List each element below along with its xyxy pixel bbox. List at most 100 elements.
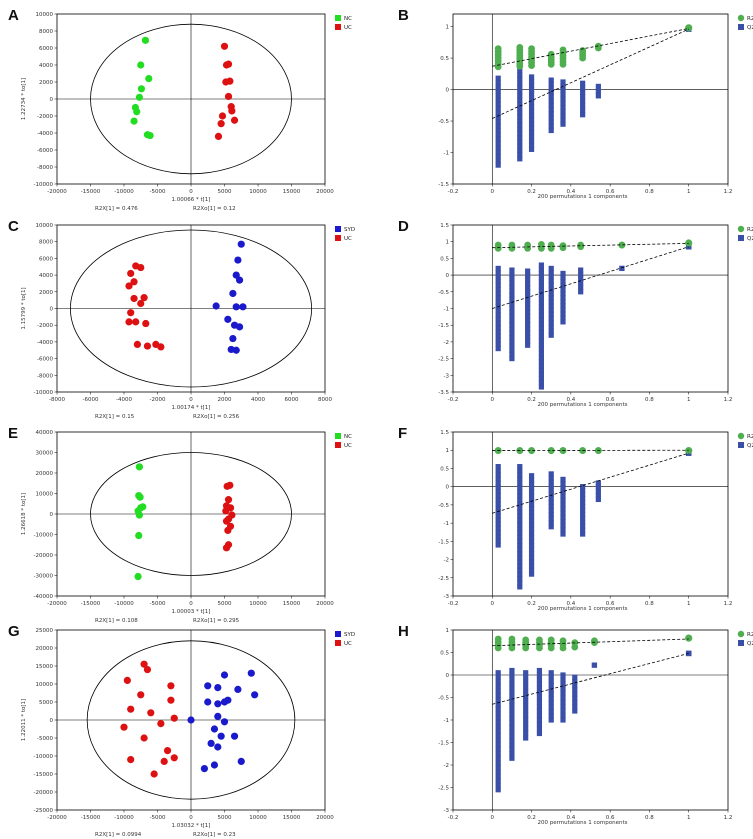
q2-point	[538, 359, 544, 365]
score-point-uc	[137, 691, 145, 699]
y-tick-label: 0	[50, 512, 54, 518]
q2-point	[495, 136, 501, 142]
x-tick-label: -20000	[47, 815, 67, 821]
q2-point	[595, 88, 601, 94]
q2-point	[495, 509, 501, 515]
x-axis-title: 200 permutations 1 components	[537, 820, 627, 826]
q2-point	[560, 502, 566, 508]
q2-point	[572, 704, 578, 710]
q2-point	[495, 162, 501, 168]
x-axis-title: 200 permutations 1 components	[537, 606, 627, 612]
q2-point	[509, 288, 515, 294]
score-point-uc	[226, 77, 234, 85]
q2-point	[548, 278, 554, 284]
score-point-nc	[136, 493, 144, 501]
y-tick-label: 1	[446, 448, 450, 454]
q2-point	[525, 326, 531, 332]
q2-point	[538, 283, 544, 289]
q2-point	[536, 681, 543, 687]
q2-point	[572, 674, 578, 680]
q2-original	[685, 650, 692, 657]
q2-point	[538, 291, 544, 298]
q2-point	[580, 531, 586, 537]
q2-point	[548, 77, 554, 83]
score-point-uc	[143, 666, 152, 674]
q2-point	[528, 493, 535, 499]
q2-point	[528, 121, 535, 127]
score-point-uc	[120, 723, 128, 731]
x-tick-label: -20000	[47, 601, 67, 607]
legend-swatch-q2	[738, 235, 744, 241]
stat-r2xo: R2Xo[1] = 0.23	[193, 832, 236, 838]
x-tick-label: -5000	[150, 601, 166, 607]
q2-point	[495, 733, 501, 739]
x-tick-label: 10000	[249, 601, 267, 607]
y-tick-label: 6000	[39, 256, 53, 262]
q2-point	[560, 497, 566, 504]
q2-point	[548, 475, 554, 481]
q2-point	[495, 728, 501, 734]
score-point-syd	[210, 761, 219, 769]
q2-point	[548, 90, 554, 96]
q2-point	[517, 110, 523, 116]
q2-point	[523, 698, 529, 704]
y-tick-label: -3	[444, 808, 450, 814]
q2-point	[495, 773, 501, 779]
q2-point	[536, 717, 543, 723]
q2-point	[560, 87, 566, 94]
q2-point	[528, 551, 535, 557]
y-tick-label: 20000	[36, 471, 54, 477]
x-tick-label: -0.2	[448, 397, 459, 403]
x-tick-label: 20000	[316, 601, 334, 607]
q2-point	[538, 371, 544, 377]
y-tick-label: 20000	[36, 646, 54, 652]
score-point-nc	[145, 75, 153, 83]
y-tick-label: -1.5	[438, 539, 449, 545]
q2-point	[560, 274, 566, 281]
q2-point	[495, 79, 501, 86]
q2-point	[517, 563, 523, 569]
q2-point	[509, 742, 515, 748]
q2-point	[536, 726, 543, 732]
q2-point	[495, 308, 501, 314]
q2-point	[528, 138, 535, 144]
panel-e: E -20000 -15000 -10000 -5000 0 5000 10000 15000 2…	[8, 425, 352, 624]
score-point-nc	[133, 108, 141, 116]
score-point-nc	[137, 85, 146, 93]
x-tick-label: -10000	[114, 189, 134, 195]
q2-point	[580, 515, 586, 521]
q2-point	[495, 683, 501, 689]
q2-point	[548, 483, 554, 489]
q2-point	[495, 737, 501, 743]
y-tick-label: 0.5	[440, 466, 449, 472]
q2-point	[595, 488, 601, 494]
q2-point	[517, 93, 523, 99]
q2-point	[548, 471, 554, 477]
x-tick-label: 0	[491, 601, 495, 607]
score-point-uc	[223, 482, 231, 490]
q2-point	[495, 341, 501, 347]
r2-point	[559, 46, 567, 54]
q2-point	[528, 91, 535, 97]
score-point-uc	[140, 294, 148, 302]
q2-point	[536, 672, 543, 678]
q2-point	[560, 278, 566, 285]
q2-point	[538, 367, 544, 373]
r2-point	[559, 242, 567, 250]
score-point-syd	[212, 302, 220, 310]
q2-point	[517, 559, 523, 565]
q2-point	[548, 282, 554, 288]
x-tick-label: -15000	[81, 601, 101, 607]
q2-point	[528, 514, 535, 520]
q2-point	[509, 711, 515, 717]
q2-point	[517, 505, 523, 511]
q2-point	[536, 712, 543, 719]
y-tick-label: 2000	[39, 80, 53, 86]
q2-point	[528, 518, 535, 524]
q2-point	[580, 98, 586, 104]
x-tick-label: -15000	[81, 815, 101, 821]
y-tick-label: 1	[446, 25, 450, 31]
q2-point	[517, 571, 523, 578]
y-tick-label: 0	[50, 97, 54, 103]
q2-point	[528, 116, 535, 123]
